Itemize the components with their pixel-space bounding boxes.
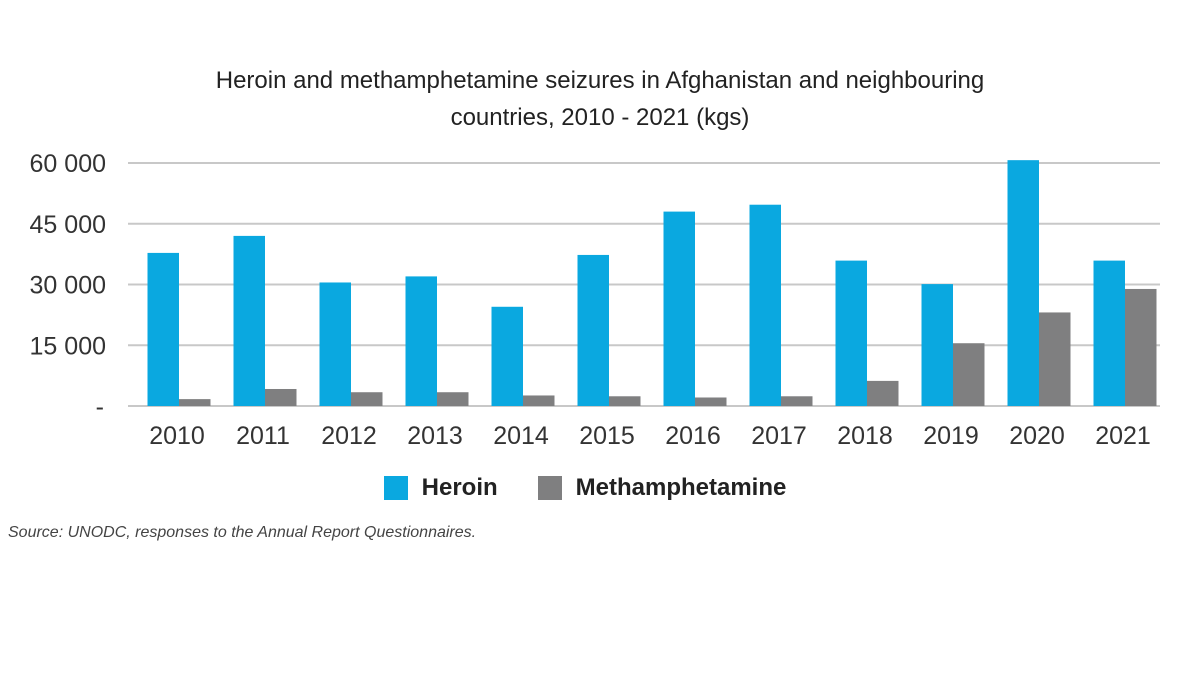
x-tick-label: 2010 (149, 422, 205, 450)
bar-heroin-2020 (1007, 160, 1039, 406)
x-tick-label: 2016 (665, 422, 721, 450)
x-tick-label: 2017 (751, 422, 807, 450)
bar-heroin-2019 (921, 284, 953, 406)
bar-methamphetamine-2011 (265, 388, 297, 406)
bar-methamphetamine-2012 (351, 392, 383, 406)
x-tick-label: 2012 (321, 422, 377, 450)
legend-swatch-methamphetamine (537, 476, 562, 500)
bar-heroin-2017 (749, 204, 781, 406)
legend-label-methamphetamine: Methamphetamine (575, 474, 787, 501)
y-tick-label: 60 000 (30, 150, 106, 178)
chart-title-line-2: countries, 2010 - 2021 (kgs) (450, 104, 750, 131)
y-tick-label: 45 000 (30, 211, 106, 239)
bar-heroin-2015 (577, 254, 609, 406)
bar-heroin-2018 (835, 260, 867, 406)
bar-heroin-2016 (663, 211, 695, 406)
bar-methamphetamine-2016 (695, 397, 727, 406)
bar-methamphetamine-2010 (179, 399, 211, 406)
bar-heroin-2012 (319, 282, 351, 406)
source-note: Source: UNODC, responses to the Annual R… (8, 524, 477, 541)
bar-methamphetamine-2017 (781, 396, 813, 406)
x-tick-label: 2014 (493, 422, 549, 450)
legend: Heroin Methamphetamine (0, 474, 1200, 502)
bar-heroin-2011 (233, 235, 265, 406)
chart-title: Heroin and methamphetamine seizures in A… (100, 62, 1100, 136)
bar-methamphetamine-2020 (1039, 312, 1071, 406)
bar-heroin-2021 (1093, 260, 1125, 406)
bar-heroin-2013 (405, 276, 437, 406)
legend-swatch-heroin (383, 476, 408, 500)
legend-label-heroin: Heroin (421, 474, 498, 501)
x-tick-label: 2018 (837, 422, 893, 450)
bar-methamphetamine-2018 (867, 380, 899, 406)
x-tick-label: 2021 (1095, 422, 1151, 450)
bar-heroin-2014 (491, 306, 523, 406)
bar-methamphetamine-2015 (609, 396, 641, 406)
legend-item-heroin: Heroin (383, 474, 498, 502)
bar-methamphetamine-2014 (523, 395, 555, 406)
x-tick-label: 2019 (923, 422, 979, 450)
bar-methamphetamine-2013 (437, 392, 469, 406)
y-tick-label: 15 000 (30, 332, 106, 360)
bar-methamphetamine-2019 (953, 343, 985, 406)
chart-title-line-1: Heroin and methamphetamine seizures in A… (215, 67, 985, 94)
y-tick-label: 30 000 (30, 272, 106, 300)
bar-methamphetamine-2021 (1125, 288, 1157, 406)
y-tick-label: - (96, 393, 104, 421)
x-tick-label: 2013 (407, 422, 463, 450)
legend-item-methamphetamine: Methamphetamine (537, 474, 787, 502)
bar-heroin-2010 (147, 252, 179, 406)
x-tick-label: 2020 (1009, 422, 1065, 450)
x-tick-label: 2011 (236, 422, 290, 450)
x-tick-label: 2015 (579, 422, 635, 450)
